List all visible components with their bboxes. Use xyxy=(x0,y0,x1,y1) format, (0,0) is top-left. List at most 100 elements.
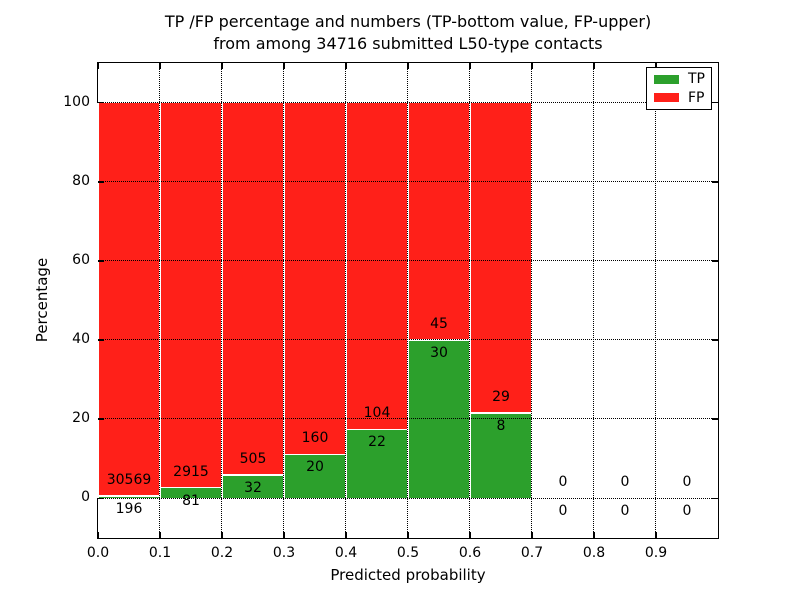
y-tick-right xyxy=(712,180,718,183)
x-axis-label: Predicted probability xyxy=(330,566,486,584)
bar-segment-fp xyxy=(222,102,284,475)
y-tick-label: 20 xyxy=(72,410,90,427)
bar-segment-fp xyxy=(284,102,346,455)
x-gridline xyxy=(593,63,595,538)
y-tick-right xyxy=(712,260,718,262)
fp-count-label: 0 xyxy=(558,474,568,491)
x-tick-label: 0.1 xyxy=(148,545,172,561)
x-gridline xyxy=(345,63,347,538)
y-tick-label: 40 xyxy=(72,331,90,348)
bar-segment-fp xyxy=(408,102,470,341)
y-tick-right xyxy=(712,418,718,421)
x-tick-bottom xyxy=(97,532,99,538)
bar-segment-tp xyxy=(346,429,408,499)
tp-count-label: 0 xyxy=(620,503,630,520)
legend-label-fp: FP xyxy=(688,89,705,106)
y-tick-right xyxy=(712,497,718,500)
tp-count-label: 0 xyxy=(682,503,692,520)
fp-count-label: 30569 xyxy=(106,471,152,488)
x-tick-label: 0.0 xyxy=(86,545,110,561)
bar-segment-tp xyxy=(160,487,222,499)
x-tick-bottom xyxy=(655,532,657,538)
legend-label-tp: TP xyxy=(688,71,705,88)
chart-title-line2: from among 34716 submitted L50-type cont… xyxy=(213,34,603,53)
x-tick-label: 0.7 xyxy=(520,545,544,561)
x-tick-label: 0.4 xyxy=(334,545,358,561)
bar-edge-vertical xyxy=(97,102,99,499)
x-tick-label: 0.2 xyxy=(210,545,234,561)
bar-segment-fp xyxy=(98,102,160,496)
x-gridline xyxy=(159,63,161,538)
y-tick-left xyxy=(98,180,104,183)
y-tick-label: 100 xyxy=(63,93,90,110)
x-tick-top xyxy=(221,63,223,69)
y-tick-label: 0 xyxy=(81,489,90,506)
y-axis-label: Percentage xyxy=(33,257,51,343)
x-gridline xyxy=(469,63,471,538)
x-gridline xyxy=(531,63,533,538)
x-tick-bottom xyxy=(159,532,161,538)
tp-count-label: 30 xyxy=(430,345,448,362)
y-tick-label: 60 xyxy=(72,251,90,268)
fp-count-label: 0 xyxy=(620,474,630,491)
fp-count-label: 0 xyxy=(682,474,692,491)
bar-edge-segment-divider xyxy=(222,474,284,476)
x-tick-top xyxy=(655,63,657,69)
bar-segment-tp xyxy=(98,495,160,499)
bar-edge-segment-divider xyxy=(98,495,160,497)
chart-title-line1: TP /FP percentage and numbers (TP-bottom… xyxy=(164,12,652,31)
tp-count-label: 32 xyxy=(244,479,262,496)
legend-swatch-fp xyxy=(654,93,679,103)
y-tick-right xyxy=(712,339,718,341)
x-tick-label: 0.6 xyxy=(458,545,482,561)
x-tick-bottom xyxy=(283,532,285,538)
x-tick-bottom xyxy=(407,532,409,538)
legend-swatch-tp xyxy=(654,74,679,84)
y-tick-left xyxy=(98,418,104,421)
x-gridline xyxy=(655,63,657,538)
x-tick-bottom xyxy=(593,532,595,538)
x-tick-label: 0.9 xyxy=(644,545,668,561)
bar-edge-segment-divider xyxy=(160,486,222,489)
bar-segment-fp xyxy=(470,102,532,413)
bar-edge-segment-divider xyxy=(470,412,532,414)
x-tick-top xyxy=(593,63,595,69)
x-tick-top xyxy=(97,63,99,69)
x-tick-top xyxy=(407,63,409,69)
y-tick-left xyxy=(98,497,104,500)
bar-segment-fp xyxy=(346,102,408,430)
legend-row: TP xyxy=(654,72,711,86)
x-tick-label: 0.8 xyxy=(582,545,606,561)
y-tick-left xyxy=(98,339,104,341)
bar-segment-tp xyxy=(222,474,284,499)
tp-count-label: 8 xyxy=(496,417,506,434)
y-tick-label: 80 xyxy=(72,172,90,189)
y-tick-right xyxy=(712,101,718,104)
x-gridline xyxy=(283,63,285,538)
fp-count-label: 160 xyxy=(301,430,329,447)
tp-count-label: 20 xyxy=(306,459,324,476)
fp-count-label: 104 xyxy=(363,405,391,422)
y-tick-left xyxy=(98,101,104,104)
bar-segment-fp xyxy=(160,102,222,488)
legend: TP FP xyxy=(646,67,712,110)
tp-count-label: 196 xyxy=(115,500,143,517)
bar-edge-segment-divider xyxy=(346,428,408,431)
fp-count-label: 505 xyxy=(239,450,267,467)
x-gridline xyxy=(407,63,409,538)
legend-row: FP xyxy=(654,91,711,105)
x-tick-top xyxy=(345,63,347,69)
bar-segment-tp xyxy=(470,412,532,499)
x-tick-bottom xyxy=(469,532,471,538)
x-tick-bottom xyxy=(221,532,223,538)
x-tick-bottom xyxy=(345,532,347,538)
x-tick-top xyxy=(531,63,533,69)
x-tick-top xyxy=(159,63,161,69)
x-tick-bottom xyxy=(531,532,533,538)
fp-count-label: 2915 xyxy=(173,463,209,480)
x-tick-label: 0.5 xyxy=(396,545,420,561)
x-gridline xyxy=(221,63,223,538)
y-tick-left xyxy=(98,260,104,262)
bar-edge-segment-divider xyxy=(284,453,346,456)
